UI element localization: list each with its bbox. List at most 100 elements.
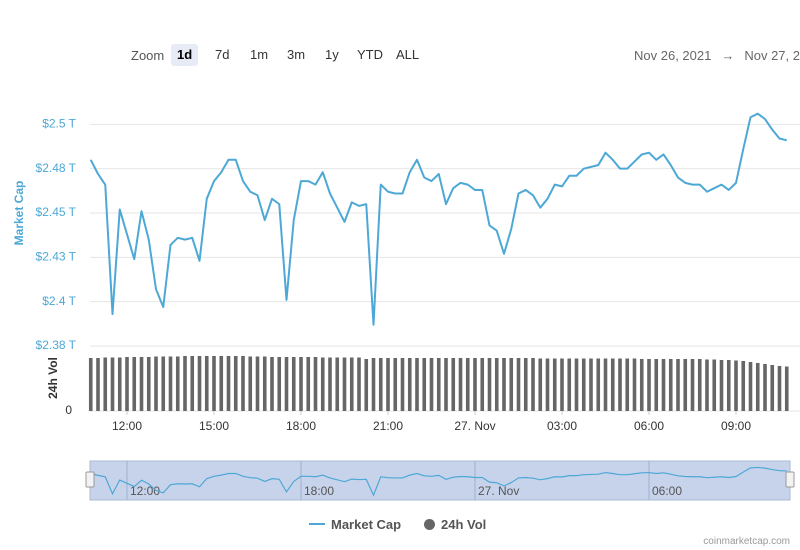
volume-bar: [538, 358, 543, 411]
volume-bar: [705, 359, 709, 411]
volume-bar: [734, 360, 738, 411]
x-tick-label: 27. Nov: [454, 419, 495, 433]
volume-bar: [429, 358, 434, 411]
volume-bar: [639, 359, 644, 411]
volume-bar: [531, 358, 535, 411]
volume-bar: [748, 362, 753, 411]
volume-bar: [509, 358, 514, 411]
volume-bar: [560, 358, 564, 411]
date-separator: →: [721, 48, 735, 63]
volume-bar: [219, 356, 224, 411]
volume-bar: [741, 361, 746, 411]
volume-bar: [161, 356, 166, 411]
zoom-button[interactable]: 1d: [171, 44, 199, 66]
volume-bar: [212, 356, 216, 411]
zoom-button[interactable]: ALL: [396, 47, 420, 62]
volume-bar: [668, 359, 673, 411]
volume-bar: [690, 359, 695, 411]
zoom-label: Zoom: [131, 48, 165, 63]
volume-bar: [357, 357, 361, 411]
volume-bar: [96, 358, 100, 411]
date-to[interactable]: Nov 27, 2021: [744, 48, 800, 63]
legend-item[interactable]: 24h Vol: [424, 514, 486, 534]
volume-bar: [487, 358, 492, 411]
volume-bar: [661, 359, 666, 411]
volume-bar: [386, 358, 390, 411]
volume-bar: [683, 359, 688, 411]
volume-bar: [465, 358, 470, 411]
y-tick-label: $2.43 T: [36, 250, 77, 264]
volume-bar: [262, 356, 267, 411]
volume-bar: [574, 358, 579, 411]
navigator-tick-label: 18:00: [304, 484, 334, 498]
legend: Market Cap 24h Vol: [0, 514, 800, 534]
volume-bar: [277, 357, 282, 411]
y2-tick-label: 0: [65, 403, 72, 417]
volume-bar: [647, 359, 651, 411]
volume-bar: [618, 358, 622, 411]
volume-bar: [784, 366, 789, 411]
zoom-button[interactable]: 3m: [287, 47, 306, 62]
volume-bar: [349, 357, 354, 411]
volume-bar: [444, 358, 448, 411]
volume-bar: [451, 358, 456, 411]
volume-bar: [523, 358, 528, 411]
y-tick-label: $2.5 T: [42, 117, 76, 131]
volume-bar: [175, 356, 180, 411]
volume-bar: [154, 356, 158, 411]
volume-bar: [589, 358, 593, 411]
volume-bar: [676, 359, 680, 411]
volume-bar: [603, 358, 608, 411]
volume-bar: [473, 358, 477, 411]
zoom-button[interactable]: 7d: [215, 47, 230, 62]
volume-bar: [407, 358, 412, 411]
volume-bar: [552, 358, 557, 411]
credit[interactable]: coinmarketcap.com: [703, 536, 790, 547]
volume-bar: [712, 359, 717, 411]
volume-bar: [88, 358, 93, 411]
zoom-button[interactable]: YTD: [357, 47, 383, 62]
volume-bar: [299, 357, 303, 411]
volume-bar: [610, 358, 615, 411]
legend-swatch: [309, 523, 325, 525]
volume-bar: [103, 357, 108, 411]
y2-axis-label: 24h Vol: [46, 357, 60, 399]
volume-bar: [197, 356, 202, 411]
chart: $2.38 T $2.4 T $2.43 T $2.45 T $2.48 T $2.5 T…: [12, 112, 800, 501]
volume-bar: [393, 358, 398, 411]
x-tick-label: 18:00: [286, 419, 316, 433]
volume-bar: [371, 358, 376, 411]
volume-bar: [415, 358, 419, 411]
volume-bar: [458, 358, 463, 411]
navigator-handle[interactable]: [785, 471, 795, 488]
volume-bar: [400, 358, 405, 411]
x-tick-label: 03:00: [547, 419, 577, 433]
volume-bar: [132, 357, 137, 411]
legend-label: 24h Vol: [441, 516, 487, 532]
navigator-window[interactable]: [89, 460, 791, 501]
zoom-button[interactable]: 1y: [325, 47, 339, 62]
volume-bar: [697, 359, 702, 411]
volume-bar: [125, 357, 129, 411]
toolbar: Zoom 1d 7d 1m 3m 1y YTD ALL Nov 26, 2021 → Nov 2…: [0, 44, 800, 68]
volume-bar: [241, 356, 245, 411]
x-tick-label: 12:00: [112, 419, 142, 433]
volume-bar: [567, 358, 572, 411]
zoom-button[interactable]: 1m: [250, 47, 269, 62]
volume-bar: [364, 359, 369, 411]
volume-bar: [770, 365, 775, 411]
volume-bar: [719, 360, 724, 411]
legend-swatch: [424, 518, 435, 530]
legend-item[interactable]: Market Cap: [309, 514, 401, 534]
date-from[interactable]: Nov 26, 2021: [634, 48, 712, 63]
y-tick-label: $2.38 T: [36, 338, 77, 352]
volume-bar: [335, 357, 340, 411]
volume-bar: [313, 357, 318, 411]
y-tick-label: $2.45 T: [36, 205, 77, 219]
x-tick-label: 15:00: [199, 419, 229, 433]
volume-bar: [480, 358, 485, 411]
volume-bar: [306, 357, 311, 411]
volume-bar: [168, 356, 173, 411]
navigator-handle[interactable]: [85, 471, 95, 488]
volume-bar: [516, 358, 521, 411]
